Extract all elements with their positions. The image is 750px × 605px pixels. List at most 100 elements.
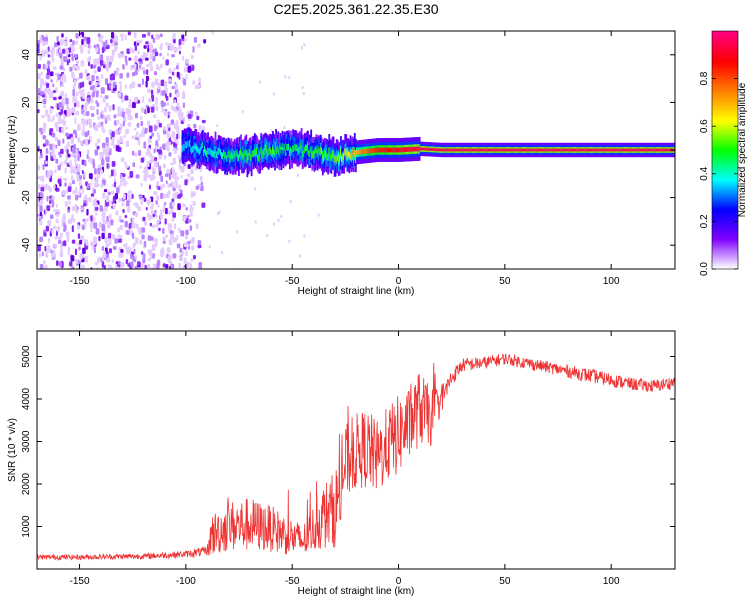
spectrogram-noise-cell (176, 102, 180, 108)
spectrogram-noise-cell (101, 223, 104, 229)
spectrogram-noise-cell (152, 172, 155, 178)
spectrogram-noise-cell (60, 148, 64, 155)
spectrogram-ridge-cell (564, 148, 567, 152)
spectrogram-noise-cell (126, 72, 130, 78)
spectrogram-ridge-cell (398, 147, 401, 153)
spectrogram-ridge-cell (552, 148, 555, 152)
spectrogram-noise-cell (95, 81, 98, 87)
spectrogram-noise-cell (141, 33, 146, 38)
spectrogram-ridge-cell (357, 149, 359, 155)
spectrogram-noise-cell (38, 252, 42, 258)
spectrogram-noise-cell (149, 53, 153, 60)
spectrogram-ridge-cell (442, 148, 444, 152)
spectrogram-noise-cell (117, 234, 121, 240)
spectrogram-ridge-cell (268, 144, 271, 152)
spectrogram-noise-cell (75, 134, 78, 139)
spectrogram-noise-cell (108, 129, 112, 135)
spectrogram-noise-cell (89, 182, 93, 186)
spectrogram-noise-cell (74, 117, 77, 125)
spectrogram-noise-cell (83, 222, 87, 228)
spectrogram-noise-cell (147, 137, 152, 144)
spectrogram-ridge-cell (629, 148, 632, 152)
spectrogram-ridge-cell (256, 147, 258, 155)
spectrogram-noise-cell (183, 257, 187, 265)
spectrogram-noise-cell (57, 226, 60, 233)
spectrogram-noise-cell (83, 105, 88, 112)
spectrogram-noise-cell (40, 72, 43, 76)
colorbar-tick-label: 0.4 (699, 166, 710, 180)
spectrogram-noise-cell (102, 61, 107, 65)
spectrogram-noise-cell (115, 145, 120, 152)
colorbar-step (712, 221, 738, 224)
spectrogram-noise-cell (128, 222, 132, 230)
spectrogram-noise-cell (125, 164, 129, 169)
colorbar-step (712, 203, 738, 207)
spectrogram-ridge-cell (585, 148, 588, 152)
spectrogram-noise-cell (172, 253, 177, 259)
spectrogram-noise-cell (172, 212, 177, 218)
spectrogram-noise-cell (125, 140, 129, 148)
spectrogram-ridge-cell (320, 147, 323, 155)
spectrogram-ridge-cell (187, 141, 190, 148)
spectrogram-noise-cell (184, 66, 188, 73)
spectrogram-noise-cell (170, 233, 174, 240)
spectrogram-noise-cell (140, 107, 145, 113)
colorbar-label: Normalized spectral amplitude (737, 82, 748, 217)
spectrogram-noise-cell (164, 218, 167, 225)
spectrogram-noise-cell (67, 219, 71, 224)
spectrogram-noise-cell (141, 227, 146, 233)
spectrogram-noise-cell (64, 93, 68, 100)
spectrogram-noise-cell (145, 80, 148, 88)
spectrogram-noise-cell (138, 64, 141, 69)
spectrogram-noise-cell (138, 150, 142, 156)
spectrogram-noise-cell (181, 266, 186, 269)
spectrogram-noise-cell (160, 63, 163, 69)
spectrogram-noise-cell (83, 111, 87, 117)
spectrogram-noise-cell (38, 184, 41, 190)
spectrogram-noise-cell (100, 73, 104, 80)
colorbar-step (712, 124, 738, 127)
spectrogram-ridge-cell (298, 146, 301, 154)
spectrogram-noise-cell (59, 162, 63, 167)
spectrogram-noise-cell (110, 39, 113, 44)
spectrogram-noise-cell (45, 147, 48, 155)
spectrogram-noise-cell (94, 149, 99, 156)
spectrogram-ridge-cell (209, 147, 212, 155)
spectrogram-ridge-cell (575, 148, 577, 152)
colorbar-step (712, 122, 738, 125)
spectrogram-noise-cell (94, 179, 98, 187)
spectrogram-noise-cell (67, 246, 71, 252)
spectrogram-noise-cell (79, 34, 83, 39)
spectrogram-ridge-cell (666, 148, 669, 152)
spectrogram-noise-cell (152, 52, 156, 56)
colorbar-step (712, 151, 738, 155)
colorbar-step (712, 243, 738, 246)
spectrogram-ridge-cell (457, 148, 459, 152)
colorbar-step (712, 44, 738, 48)
spectrogram-noise-cell (192, 255, 197, 260)
spectrogram-noise-cell (101, 109, 104, 115)
spectrogram-ridge-cell (443, 148, 445, 152)
spectrogram-noise-cell (73, 79, 77, 86)
spectrogram-noise-cell (174, 83, 178, 91)
spectrogram-ridge-cell (243, 152, 246, 160)
spectrogram-ridge-cell (393, 147, 396, 153)
spectrogram-ridge-cell (588, 148, 591, 152)
spectrogram-noise-cell (127, 195, 132, 203)
spectrogram-noise-cell (158, 227, 161, 232)
spectrogram-ridge-cell (440, 148, 442, 152)
spectrogram-ridge-cell (297, 148, 300, 156)
spectrogram-noise-cell (191, 245, 195, 251)
colorbar-step (712, 116, 738, 119)
colorbar-step (712, 189, 738, 193)
spectrogram-noise-cell (99, 204, 103, 212)
spectrogram-noise-cell (162, 236, 166, 241)
spectrogram-ridge-cell (498, 148, 501, 152)
spectrogram-noise-cell (118, 251, 123, 258)
spectrogram-noise-cell (60, 76, 64, 83)
spectrogram-noise-cell (77, 233, 81, 239)
spectrogram-noise-cell (159, 33, 163, 38)
spectrogram-noise-cell (146, 213, 151, 218)
spectrogram-ridge-cell (378, 147, 381, 153)
spectrogram-ridge-cell (560, 148, 562, 152)
